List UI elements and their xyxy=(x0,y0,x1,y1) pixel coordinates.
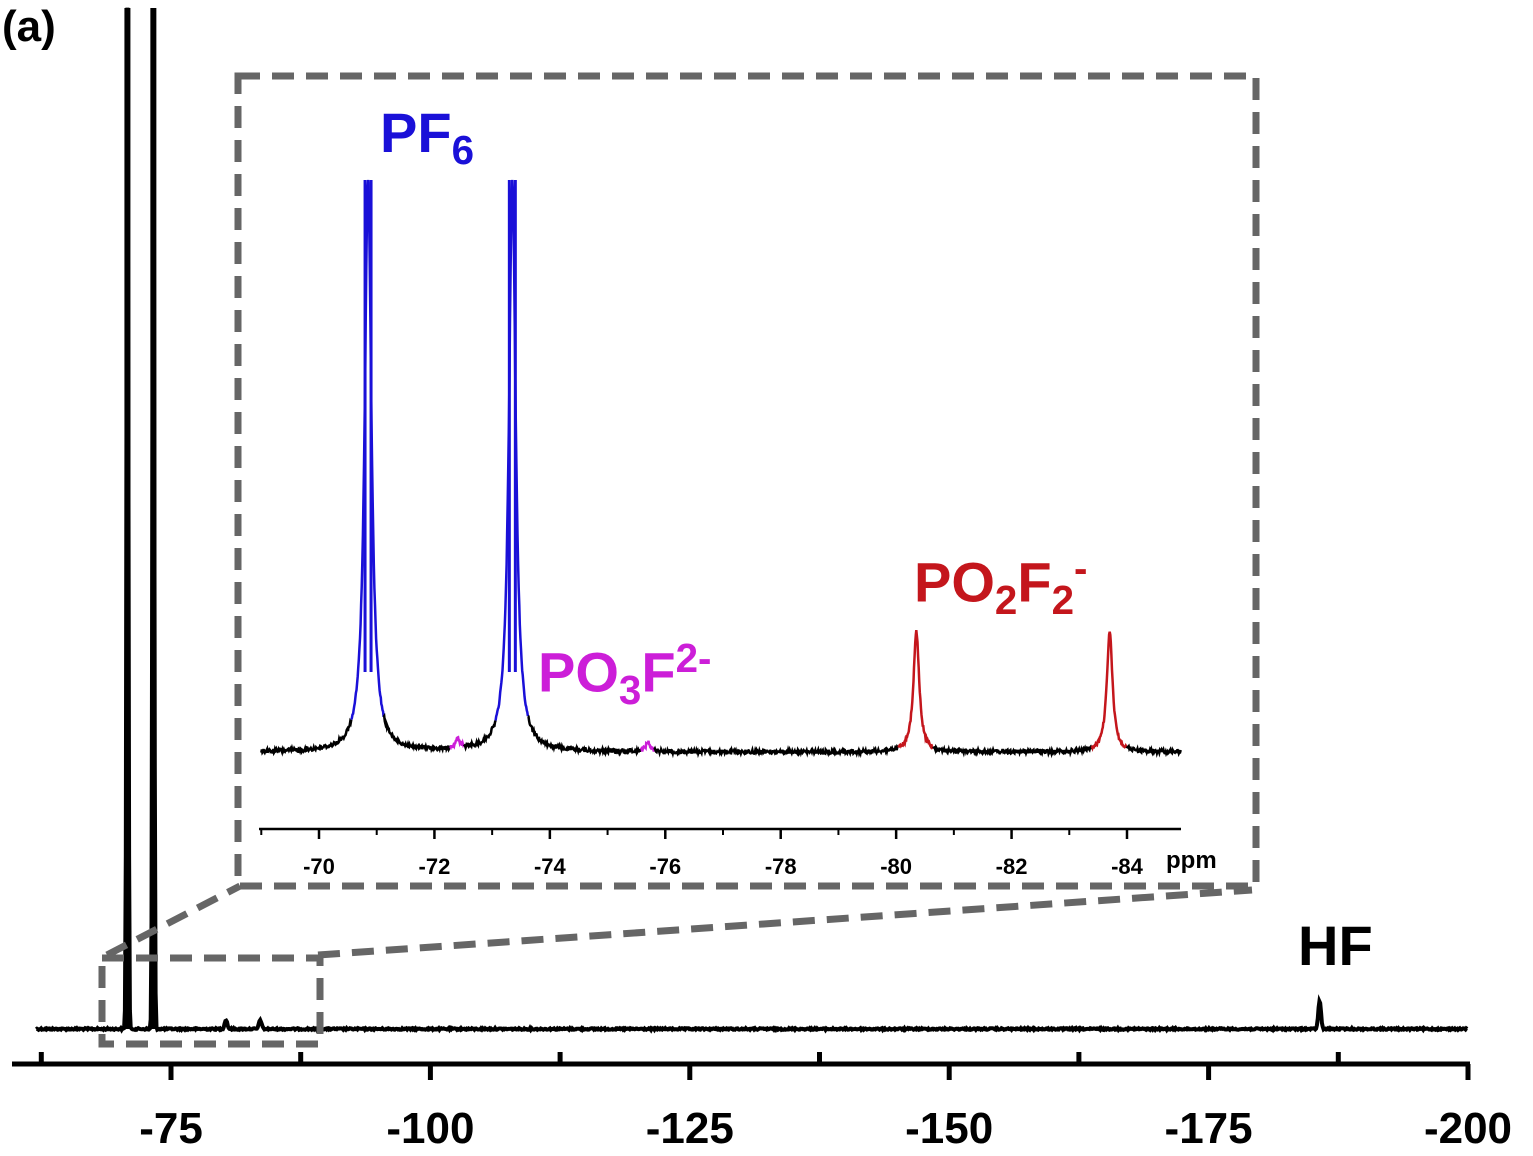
pf6-label-base: PF xyxy=(380,101,452,164)
inset-x-tick-label: -82 xyxy=(996,854,1028,879)
zoom-region-box xyxy=(98,954,324,1048)
po3f-label-base: PO xyxy=(538,640,619,704)
inset-baseline-trace xyxy=(932,743,1094,759)
po3f-label: PO3F2- xyxy=(538,638,711,710)
inset-x-axis-label: ppm xyxy=(1166,847,1217,874)
inset-pf6-trace xyxy=(494,179,530,721)
po2f2-label-sub: 2 xyxy=(994,576,1018,623)
inset-baseline-trace xyxy=(462,720,497,752)
po2f2-label-sub2: 2 xyxy=(1051,576,1074,623)
inset-po3f-trace xyxy=(639,740,656,752)
po3f-label-mid: F xyxy=(641,640,676,704)
inset-x-tick-label: -84 xyxy=(1111,854,1144,879)
inset-po2f2-trace xyxy=(1090,631,1128,753)
pf6-label-sub: 6 xyxy=(451,127,474,174)
inset-x-tick-label: -70 xyxy=(303,854,335,879)
hf-label: HF xyxy=(1298,914,1373,977)
inset-po3f-trace xyxy=(449,735,465,750)
pf6-label: PF6 xyxy=(380,105,474,171)
inset-x-tick-label: -80 xyxy=(880,854,912,879)
inset-x-tick-label: -78 xyxy=(765,854,797,879)
main-x-tick-label: -150 xyxy=(905,1104,993,1151)
po2f2-label-base: PO xyxy=(914,550,995,614)
inset-box xyxy=(234,72,1260,890)
inset-x-tick-label: -72 xyxy=(419,854,451,879)
main-x-tick-label: -100 xyxy=(386,1104,474,1151)
po2f2-label-mid: F xyxy=(1017,550,1052,614)
po2f2-label: PO2F2- xyxy=(914,548,1087,620)
main-x-tick-label: -75 xyxy=(139,1104,203,1151)
inset-baseline-trace xyxy=(527,714,642,758)
zoom-connector-left xyxy=(105,882,242,959)
inset-baseline-trace xyxy=(1125,743,1182,758)
main-x-tick-label: -200 xyxy=(1424,1104,1512,1151)
po3f-label-sub: 3 xyxy=(618,666,642,713)
po2f2-label-sup: - xyxy=(1073,545,1088,591)
inset-po2f2-trace xyxy=(897,629,935,750)
panel-label: (a) xyxy=(2,2,56,51)
main-spectrum-line xyxy=(35,7,1469,1034)
main-x-tick-label: -125 xyxy=(646,1104,734,1151)
inset-baseline-trace xyxy=(382,712,451,754)
po3f-label-sup: 2- xyxy=(675,635,712,681)
inset-baseline-trace xyxy=(260,717,353,757)
inset-x-tick-label: -74 xyxy=(534,854,567,879)
inset-pf6-trace xyxy=(350,179,385,721)
main-x-tick-label: -175 xyxy=(1165,1104,1253,1151)
inset-x-tick-label: -76 xyxy=(649,854,681,879)
zoom-connector-right xyxy=(317,886,1253,959)
inset-baseline-trace xyxy=(653,743,899,759)
